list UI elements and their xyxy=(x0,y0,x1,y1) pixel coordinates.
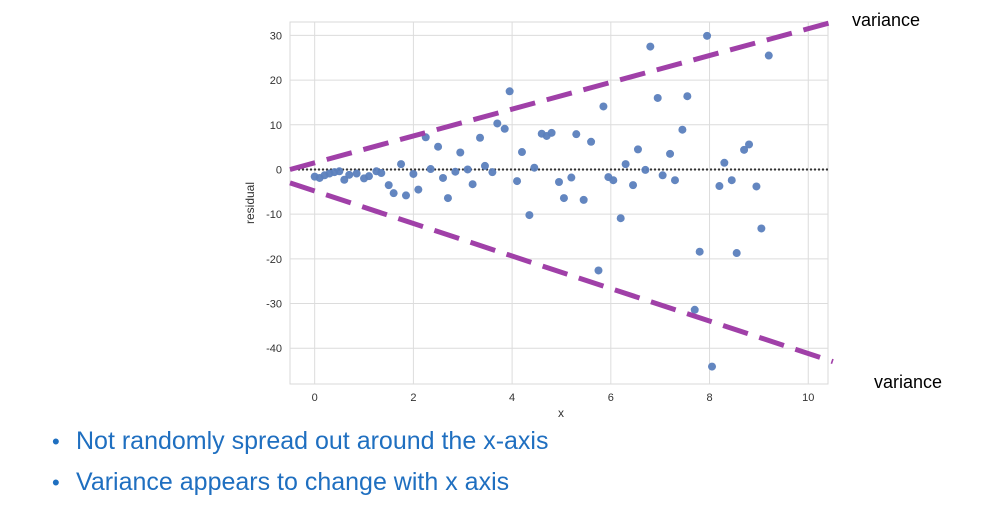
data-point xyxy=(401,191,410,200)
bullet-item-1: Not randomly spread out around the x-axi… xyxy=(52,426,548,457)
data-point xyxy=(740,145,749,154)
data-point xyxy=(434,142,443,151)
y-axis-label: residual xyxy=(243,182,257,224)
data-point xyxy=(340,175,349,184)
data-point xyxy=(488,168,497,177)
data-point xyxy=(513,177,522,186)
data-point xyxy=(720,158,729,167)
y-tick-label: -20 xyxy=(266,254,282,266)
data-point xyxy=(463,165,472,174)
data-point xyxy=(345,170,354,179)
data-point xyxy=(621,160,630,169)
data-point xyxy=(451,167,460,176)
data-point xyxy=(732,249,741,258)
data-point xyxy=(409,169,418,178)
plot-area xyxy=(289,21,829,385)
y-tick-label: 0 xyxy=(276,164,282,176)
data-point xyxy=(599,102,608,111)
data-point xyxy=(683,92,692,101)
x-tick-label: 6 xyxy=(608,392,614,404)
data-point xyxy=(629,181,638,190)
data-point xyxy=(587,137,596,146)
data-point xyxy=(594,266,603,275)
data-point xyxy=(468,180,477,189)
data-point xyxy=(567,173,576,182)
data-point xyxy=(764,51,773,60)
data-point xyxy=(443,194,452,203)
data-point xyxy=(646,42,655,51)
data-point xyxy=(480,161,489,170)
data-point xyxy=(715,182,724,191)
data-point xyxy=(426,165,435,174)
data-point xyxy=(666,149,675,158)
data-point xyxy=(703,31,712,40)
data-point xyxy=(695,247,704,256)
data-point xyxy=(439,173,448,182)
x-tick-label: 2 xyxy=(410,392,416,404)
data-point xyxy=(690,305,699,314)
data-point xyxy=(555,177,563,186)
data-point xyxy=(670,176,679,185)
x-axis-label: x xyxy=(558,406,564,420)
data-point xyxy=(745,140,754,149)
data-point xyxy=(559,194,568,203)
x-tick-label: 8 xyxy=(706,392,712,404)
y-tick-label: -10 xyxy=(266,209,282,221)
data-point xyxy=(377,169,386,178)
y-tick-label: 10 xyxy=(270,120,282,132)
x-tick-label: 0 xyxy=(312,392,318,404)
data-point xyxy=(658,171,667,180)
data-point xyxy=(530,163,539,172)
y-tick-label: 30 xyxy=(270,30,282,42)
data-point xyxy=(752,182,761,191)
y-tick-label: 20 xyxy=(270,75,282,87)
data-point xyxy=(579,195,588,204)
lower-variance-label: variance xyxy=(874,372,943,392)
upper-variance-label: variance xyxy=(852,10,921,30)
data-point xyxy=(616,214,625,223)
y-tick-label: -30 xyxy=(266,299,282,311)
y-tick-label: -40 xyxy=(266,343,282,355)
data-point xyxy=(572,130,581,139)
data-point xyxy=(500,124,509,133)
data-point xyxy=(352,169,361,178)
data-point xyxy=(547,128,556,137)
data-point xyxy=(505,87,514,96)
data-point xyxy=(414,185,423,194)
data-point xyxy=(335,167,344,176)
x-tick-label: 4 xyxy=(509,392,515,404)
data-point xyxy=(517,148,526,157)
data-point xyxy=(653,93,662,102)
data-point xyxy=(456,148,465,157)
data-point xyxy=(397,160,406,169)
data-point xyxy=(364,172,373,181)
data-point xyxy=(389,189,398,198)
bullet-item-2: Variance appears to change with x axis xyxy=(52,467,548,498)
data-point xyxy=(384,181,393,190)
data-point xyxy=(633,145,642,154)
bullet-list: Not randomly spread out around the x-axi… xyxy=(52,426,548,508)
data-point xyxy=(476,133,485,142)
x-tick-label: 10 xyxy=(802,392,814,404)
data-point xyxy=(727,176,736,185)
data-point xyxy=(525,211,534,220)
data-point xyxy=(708,362,717,371)
data-point xyxy=(757,224,766,233)
upper-variance-line xyxy=(289,19,834,172)
data-point xyxy=(493,119,502,128)
data-point xyxy=(678,125,687,134)
data-point xyxy=(609,176,618,185)
lower-variance-line xyxy=(289,180,834,365)
data-point xyxy=(641,165,650,174)
